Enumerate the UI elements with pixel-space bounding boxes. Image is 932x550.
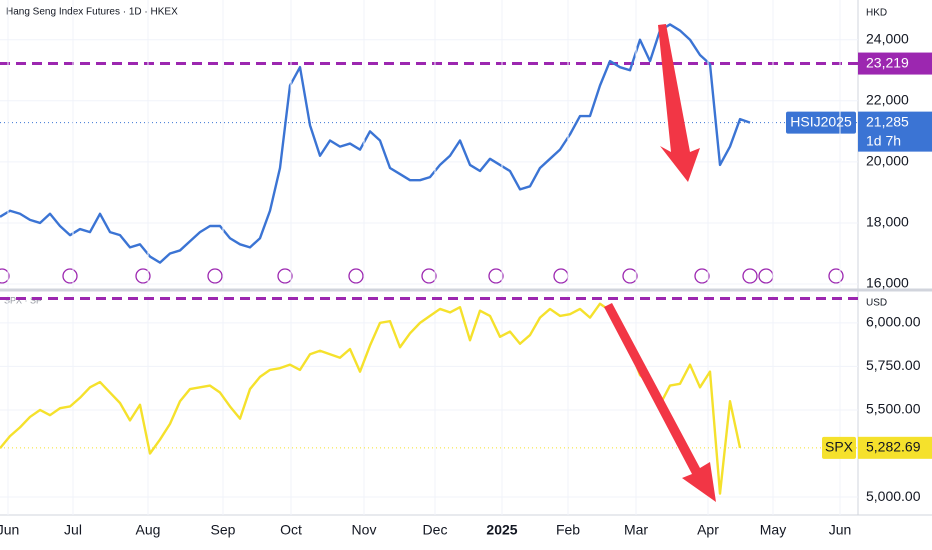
annotation-arrow: [604, 303, 716, 502]
x-tick-label: Oct: [280, 522, 302, 538]
y-tick-label: 5,500.00: [866, 401, 921, 417]
unit-label: HKD: [866, 8, 887, 19]
x-tick-label: Sep: [211, 522, 236, 538]
x-tick-label: Apr: [697, 522, 719, 538]
x-tick-label: Jun: [0, 522, 19, 538]
series-name-box: [786, 111, 856, 134]
x-tick-label: Nov: [352, 522, 377, 538]
countdown-label: 1d 7h: [866, 132, 901, 148]
price-label-box: [858, 52, 932, 75]
x-tick-label: Mar: [624, 522, 648, 538]
x-tick-label: Feb: [556, 522, 580, 538]
chart-title: Hang Seng Index Futures · 1D · HKEX: [6, 7, 178, 18]
x-tick-label: Aug: [136, 522, 161, 538]
y-tick-label: 5,000.00: [866, 488, 921, 504]
y-tick-label: 22,000: [866, 91, 909, 107]
y-tick-label: 16,000: [866, 275, 909, 291]
x-tick-label: Jun: [829, 522, 852, 538]
x-tick-label: Jul: [64, 522, 82, 538]
x-tick-label: Dec: [423, 522, 448, 538]
price-label: 23,219: [866, 54, 909, 70]
chart-title: SPX · SP: [4, 295, 42, 305]
y-tick-label: 24,000: [866, 30, 909, 46]
y-tick-label: 6,000.00: [866, 314, 921, 330]
last-price-box: [858, 111, 932, 152]
unit-label: USD: [866, 298, 887, 309]
y-tick-label: 18,000: [866, 214, 909, 230]
annotation-arrow: [658, 24, 700, 182]
series-name-box: [822, 436, 856, 459]
series-name: SPX: [825, 439, 854, 455]
last-price-label: 5,282.69: [866, 439, 921, 455]
x-tick-label: 2025: [486, 522, 517, 538]
series-line: [0, 23, 751, 264]
y-tick-label: 20,000: [866, 153, 909, 169]
y-tick-label: 5,750.00: [866, 357, 921, 373]
last-price-box: [858, 436, 932, 459]
last-price-label: 21,285: [866, 113, 909, 129]
series-name: HSIJ2025: [790, 113, 852, 129]
x-tick-label: May: [760, 522, 786, 538]
